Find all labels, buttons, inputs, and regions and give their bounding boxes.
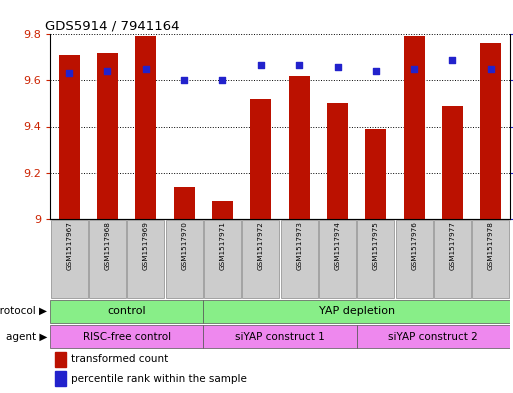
Point bbox=[410, 66, 418, 72]
Text: GSM1517969: GSM1517969 bbox=[143, 221, 149, 270]
Bar bbox=[127, 220, 164, 298]
Bar bbox=[166, 220, 203, 298]
Point bbox=[372, 68, 380, 74]
Point bbox=[256, 62, 265, 69]
Bar bbox=[203, 300, 510, 323]
Point bbox=[219, 77, 227, 83]
Bar bbox=[434, 220, 471, 298]
Bar bbox=[472, 220, 509, 298]
Bar bbox=[212, 200, 233, 219]
Bar bbox=[97, 53, 118, 219]
Point bbox=[295, 62, 303, 69]
Bar bbox=[480, 43, 501, 219]
Text: siYAP construct 1: siYAP construct 1 bbox=[235, 332, 325, 342]
Bar bbox=[365, 129, 386, 219]
Text: percentile rank within the sample: percentile rank within the sample bbox=[71, 374, 247, 384]
Bar bbox=[357, 325, 510, 348]
Bar bbox=[50, 300, 203, 323]
Bar bbox=[319, 220, 356, 298]
Bar bbox=[358, 220, 394, 298]
Text: GSM1517976: GSM1517976 bbox=[411, 221, 417, 270]
Bar bbox=[404, 36, 425, 219]
Bar bbox=[327, 103, 348, 219]
Text: GSM1517968: GSM1517968 bbox=[105, 221, 110, 270]
Text: YAP depletion: YAP depletion bbox=[319, 307, 394, 316]
Bar bbox=[396, 220, 432, 298]
Bar bbox=[281, 220, 318, 298]
Bar bbox=[243, 220, 279, 298]
Point bbox=[65, 70, 73, 76]
Text: GSM1517971: GSM1517971 bbox=[220, 221, 226, 270]
Point bbox=[180, 77, 188, 83]
Bar bbox=[89, 220, 126, 298]
Bar bbox=[289, 75, 310, 219]
Bar bbox=[250, 99, 271, 219]
Text: GSM1517972: GSM1517972 bbox=[258, 221, 264, 270]
Text: GSM1517977: GSM1517977 bbox=[449, 221, 456, 270]
Point bbox=[487, 66, 495, 72]
Text: siYAP construct 2: siYAP construct 2 bbox=[388, 332, 478, 342]
Text: GDS5914 / 7941164: GDS5914 / 7941164 bbox=[45, 20, 180, 33]
Text: GSM1517978: GSM1517978 bbox=[488, 221, 494, 270]
Text: GSM1517975: GSM1517975 bbox=[373, 221, 379, 270]
Bar bbox=[442, 106, 463, 219]
Bar bbox=[51, 220, 88, 298]
Bar bbox=[204, 220, 241, 298]
Text: RISC-free control: RISC-free control bbox=[83, 332, 171, 342]
Text: GSM1517967: GSM1517967 bbox=[66, 221, 72, 270]
Point bbox=[142, 66, 150, 72]
Bar bbox=[58, 55, 80, 219]
Text: GSM1517970: GSM1517970 bbox=[181, 221, 187, 270]
Text: GSM1517974: GSM1517974 bbox=[334, 221, 341, 270]
Text: GSM1517973: GSM1517973 bbox=[296, 221, 302, 270]
Point bbox=[333, 64, 342, 70]
Bar bbox=[50, 325, 203, 348]
Text: transformed count: transformed count bbox=[71, 354, 168, 364]
Text: agent ▶: agent ▶ bbox=[6, 332, 47, 342]
Point bbox=[104, 68, 112, 74]
Bar bbox=[54, 371, 66, 386]
Text: control: control bbox=[107, 307, 146, 316]
Point bbox=[448, 57, 457, 63]
Bar bbox=[203, 325, 357, 348]
Text: protocol ▶: protocol ▶ bbox=[0, 307, 47, 316]
Bar bbox=[54, 352, 66, 367]
Bar bbox=[173, 187, 195, 219]
Bar bbox=[135, 36, 156, 219]
